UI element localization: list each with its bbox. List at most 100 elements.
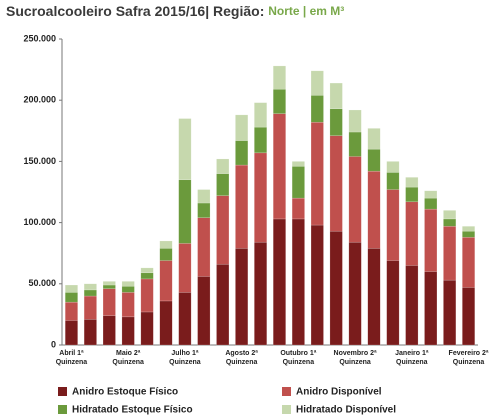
bar-segment [159, 240, 173, 249]
bar-segment [64, 320, 78, 346]
legend-swatch [282, 405, 291, 414]
bar-segment [254, 152, 268, 243]
bar-segment [83, 319, 97, 346]
bar-segment [348, 241, 362, 346]
bar-segment [178, 118, 192, 181]
legend-swatch [282, 387, 291, 396]
bar-segment [272, 88, 286, 114]
bar-segment [140, 267, 154, 274]
y-tick-label: 150.000 [23, 156, 56, 166]
bar-segment [121, 316, 135, 346]
bar-segment [216, 158, 230, 174]
bar-segment [424, 197, 438, 210]
bar-segment [329, 108, 343, 136]
bar-segment [178, 179, 192, 244]
bar-segment [159, 248, 173, 261]
bar-segment [64, 292, 78, 303]
bar-segment [83, 289, 97, 297]
bar-segment [310, 95, 324, 123]
bar-segment [291, 161, 305, 167]
bar-segment [121, 281, 135, 287]
bar-segment [310, 224, 324, 346]
bar-segment [254, 241, 268, 346]
bar-segment [310, 121, 324, 226]
y-tick-label: 100.000 [23, 217, 56, 227]
bar-segment [140, 278, 154, 313]
x-tick-label-box: Fevereiro 2ª Quinzena [449, 350, 489, 366]
bar-segment [254, 126, 268, 154]
bar-segment [121, 292, 135, 318]
bar-segment [235, 140, 249, 166]
x-tick-label: Janeiro 1ª Quinzena [395, 350, 429, 366]
bar-segment [102, 281, 116, 286]
legend-label: Hidratado Estoque Físico [72, 405, 193, 416]
bar-segment [386, 161, 400, 173]
bar-segment [272, 113, 286, 220]
x-tick-label-box: Maio 2ª Quinzena [112, 350, 144, 366]
bar-segment [159, 260, 173, 302]
legend-label: Anidro Disponível [296, 387, 382, 398]
subtitle: Norte | em M³ [268, 4, 344, 18]
bar-segment [386, 189, 400, 261]
bar-segment [159, 300, 173, 346]
bar-segment [235, 248, 249, 346]
bar-segment [348, 131, 362, 157]
bar-segment [443, 210, 457, 220]
x-tick-label-box: Novembro 2ª Quinzena [334, 350, 377, 366]
x-tick-label: Outubro 1ª Quinzena [280, 350, 317, 366]
x-tick-label: Abril 1ª Quinzena [55, 350, 88, 366]
bar-segment [443, 218, 457, 227]
bar-segment [291, 166, 305, 199]
y-tick-label: 0 [51, 339, 56, 349]
bar-segment [405, 201, 419, 266]
x-tick-label-box: Julho 1ª Quinzena [169, 350, 201, 366]
bar-segment [197, 276, 211, 346]
y-tick-label: 250.000 [23, 33, 56, 43]
bar-segment [197, 217, 211, 277]
bar-segment [64, 301, 78, 321]
chart-title: Sucroalcooleiro Safra 2015/16| Região: N… [6, 3, 344, 19]
bar-segment [462, 237, 476, 288]
bar-segment [140, 311, 154, 346]
x-tick-label: Julho 1ª Quinzena [169, 350, 201, 366]
x-tick-label: Agosto 2ª Quinzena [225, 350, 258, 366]
bar-segment [121, 285, 135, 293]
bar-segment [462, 226, 476, 232]
bar-segment [197, 189, 211, 204]
x-tick-label-box: Janeiro 1ª Quinzena [395, 350, 429, 366]
bar-segment [405, 177, 419, 188]
x-tick-label-box: Abril 1ª Quinzena [55, 350, 88, 366]
bar-segment [83, 283, 97, 291]
bar-segment [367, 128, 381, 150]
bar-segment [235, 114, 249, 141]
legend-swatch [58, 387, 67, 396]
y-tick-label: 200.000 [23, 95, 56, 105]
legend-label: Hidratado Disponível [296, 405, 396, 416]
bar-segment [424, 271, 438, 346]
bar-segment [405, 265, 419, 346]
bar-segment [272, 65, 286, 90]
bar-segment [367, 248, 381, 346]
bar-segment [102, 315, 116, 346]
bar-segment [235, 164, 249, 249]
bar-segment [367, 170, 381, 249]
bar-segment [443, 279, 457, 346]
x-tick-label-box: Agosto 2ª Quinzena [225, 350, 258, 366]
bar-segment [386, 172, 400, 190]
bar-segment [367, 148, 381, 172]
bar-segment [102, 284, 116, 289]
x-tick-label-box: Outubro 1ª Quinzena [280, 350, 317, 366]
legend-label: Anidro Estoque Físico [72, 387, 178, 398]
bar-segment [386, 260, 400, 346]
bar-segment [348, 156, 362, 243]
bar-segment [83, 295, 97, 320]
bar-segment [424, 190, 438, 199]
bar-segment [178, 243, 192, 293]
bar-segment [329, 230, 343, 346]
bar-segment [291, 218, 305, 346]
bar-segment [291, 197, 305, 220]
legend-swatch [58, 405, 67, 414]
bar-segment [102, 288, 116, 316]
bar-segment [348, 109, 362, 133]
